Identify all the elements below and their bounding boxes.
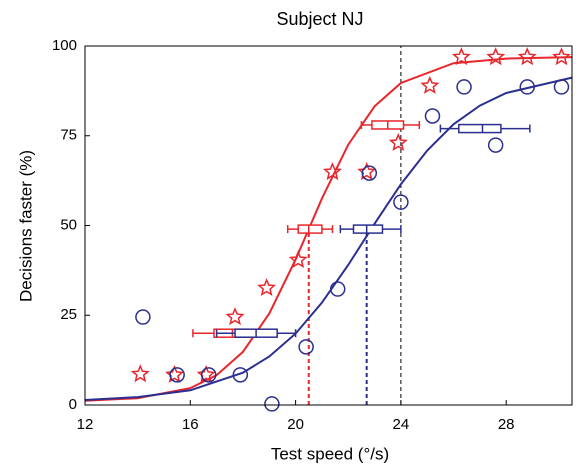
point [357,162,377,181]
point [519,79,535,95]
x-axis-label: Test speed (°/s) [271,444,389,463]
x-tick-label: 12 [77,416,94,433]
point [451,47,471,66]
y-tick-label: 75 [60,127,77,144]
point [552,47,571,66]
point [517,47,537,66]
point [388,132,408,151]
point [486,47,506,66]
point [487,137,504,153]
plot-frame [84,45,573,406]
y-tick-label: 25 [60,306,77,323]
point [130,364,150,383]
y-tick-label: 50 [60,216,77,233]
point [200,367,217,383]
x-tick-label: 20 [287,416,304,433]
x-tick-label: 16 [182,416,199,433]
point [322,162,342,181]
box [297,224,323,234]
point [169,367,185,383]
point [135,309,151,325]
y-tick-label: 100 [52,37,77,54]
point [264,396,280,412]
point [329,281,346,297]
point [420,75,440,94]
fit-curve [84,76,573,401]
box [352,224,384,234]
point [165,364,184,383]
point [553,79,570,95]
x-tick-label: 28 [498,416,515,433]
chart-title: Subject NJ [276,9,363,29]
point [456,79,472,95]
point [361,165,378,181]
point [196,364,216,383]
x-tick-label: 24 [393,416,410,433]
y-axis-label: Decisions faster (%) [16,150,35,302]
point [257,278,277,296]
point [393,194,409,210]
point [298,339,314,355]
point [424,108,441,124]
point [232,367,249,383]
y-tick-label: 0 [69,396,77,413]
point [225,307,245,326]
box [458,123,502,134]
point [288,250,308,268]
